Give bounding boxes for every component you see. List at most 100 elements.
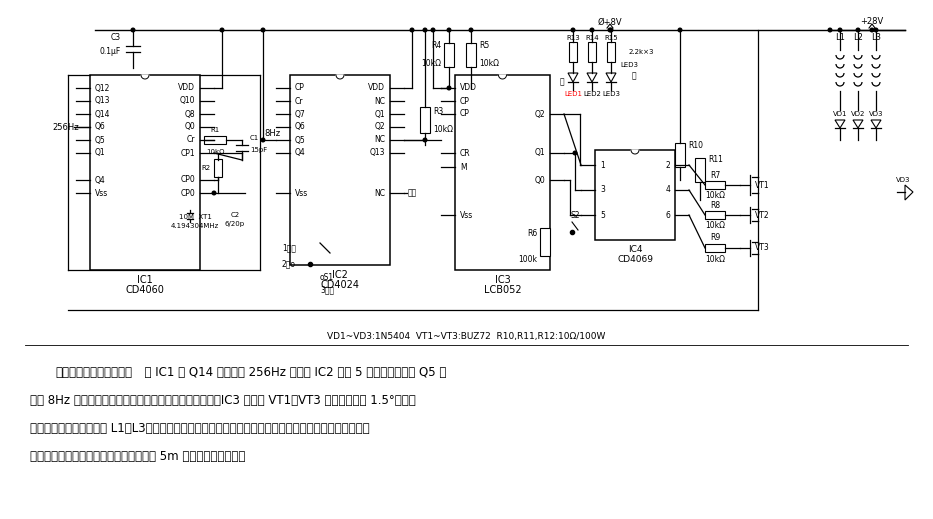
- Text: 4.194304MHz: 4.194304MHz: [171, 223, 219, 229]
- Text: L3: L3: [871, 34, 881, 43]
- Text: R10: R10: [688, 141, 703, 149]
- Text: Q6: Q6: [295, 122, 306, 131]
- Bar: [569, 42, 577, 62]
- Text: 4: 4: [665, 185, 670, 195]
- Bar: [588, 42, 596, 62]
- Circle shape: [571, 28, 575, 32]
- Polygon shape: [336, 75, 344, 79]
- Text: CP0: CP0: [180, 175, 195, 184]
- Text: 10kΩ: 10kΩ: [433, 126, 453, 134]
- Text: Q12: Q12: [95, 84, 110, 92]
- Text: LED1: LED1: [564, 91, 582, 97]
- Text: Q10: Q10: [179, 97, 195, 105]
- Text: 15pF: 15pF: [250, 147, 267, 153]
- Text: IC3: IC3: [494, 275, 510, 285]
- Text: R14: R14: [585, 35, 599, 41]
- Text: 3快速: 3快速: [320, 285, 334, 294]
- Text: R6: R6: [527, 228, 537, 238]
- Text: C2: C2: [230, 212, 240, 218]
- Text: S2: S2: [570, 211, 579, 220]
- Text: CP0: CP0: [180, 188, 195, 198]
- Text: NC: NC: [374, 188, 385, 198]
- Circle shape: [411, 28, 414, 32]
- Circle shape: [424, 138, 426, 142]
- Text: 2: 2: [665, 160, 670, 170]
- Text: 10M  XT1: 10M XT1: [178, 214, 212, 220]
- Text: R9: R9: [710, 234, 720, 242]
- Circle shape: [678, 28, 682, 32]
- Text: Q0: Q0: [184, 122, 195, 131]
- Text: CR: CR: [460, 148, 470, 157]
- Bar: [695, 158, 705, 182]
- Text: Q13: Q13: [369, 148, 385, 157]
- Text: Q8: Q8: [185, 110, 195, 118]
- Text: R5: R5: [479, 40, 489, 49]
- Polygon shape: [498, 75, 507, 79]
- Text: R1: R1: [210, 127, 219, 133]
- Text: C1: C1: [250, 135, 259, 141]
- Circle shape: [212, 191, 216, 195]
- Bar: [444, 43, 454, 67]
- Text: NC: NC: [374, 97, 385, 105]
- Text: Q14: Q14: [95, 110, 110, 118]
- Bar: [466, 43, 476, 67]
- Text: CP1: CP1: [180, 148, 195, 157]
- Text: oS1: oS1: [320, 274, 334, 282]
- Text: 反转: 反转: [408, 188, 417, 198]
- Circle shape: [261, 138, 265, 142]
- Text: VDD: VDD: [460, 84, 477, 92]
- Circle shape: [424, 28, 426, 32]
- Text: VD3: VD3: [896, 177, 910, 183]
- Text: 1正常: 1正常: [282, 243, 296, 253]
- Text: 六拍步进电机的三组线圈 L1～L3。步进电机以每分钟两周通过浡轮涡杆变速带动分针，再由齿轮组带动时: 六拍步进电机的三组线圈 L1～L3。步进电机以每分钟两周通过浡轮涡杆变速带动分针…: [30, 421, 369, 434]
- Text: R7: R7: [710, 171, 720, 180]
- Bar: [214, 159, 222, 177]
- Text: R8: R8: [710, 200, 720, 210]
- Text: 建筑钟步进电机驱动电路: 建筑钟步进电机驱动电路: [55, 365, 132, 378]
- Text: VDD: VDD: [178, 84, 195, 92]
- Text: L1: L1: [835, 34, 845, 43]
- Circle shape: [829, 28, 832, 32]
- Text: VT2: VT2: [755, 211, 770, 220]
- Text: +28V: +28V: [860, 18, 884, 26]
- Circle shape: [856, 28, 860, 32]
- Text: Q1: Q1: [95, 148, 105, 157]
- Polygon shape: [631, 150, 639, 154]
- Text: CP: CP: [460, 110, 470, 118]
- Text: Q5: Q5: [295, 135, 306, 144]
- Text: 10kΩ: 10kΩ: [705, 222, 725, 230]
- Text: 10kΩ: 10kΩ: [705, 254, 725, 264]
- Text: 8Hz: 8Hz: [264, 129, 280, 138]
- Text: VD1: VD1: [833, 111, 847, 117]
- Circle shape: [591, 28, 593, 32]
- Bar: [705, 181, 725, 189]
- Text: 输出 8Hz 方波信号，去推动三相六拍步进电机驱动电路。IC3 输出经 VT1－VT3 驱动步距角为 1.5°的三相: 输出 8Hz 方波信号，去推动三相六拍步进电机驱动电路。IC3 输出经 VT1－…: [30, 393, 416, 406]
- Text: LCB052: LCB052: [483, 285, 522, 295]
- Text: VD2: VD2: [851, 111, 865, 117]
- Circle shape: [838, 28, 842, 32]
- Text: Cr: Cr: [295, 97, 303, 105]
- Text: CP: CP: [460, 97, 470, 105]
- Text: 100k: 100k: [518, 255, 537, 265]
- Bar: [675, 143, 685, 167]
- Text: 0.1μF: 0.1μF: [100, 48, 121, 57]
- Text: Q1: Q1: [535, 148, 545, 157]
- Text: LED2: LED2: [583, 91, 601, 97]
- Text: R3: R3: [433, 107, 443, 116]
- Text: 2.2k×3: 2.2k×3: [629, 49, 655, 55]
- Text: R13: R13: [566, 35, 580, 41]
- Circle shape: [447, 28, 451, 32]
- Text: Vss: Vss: [95, 188, 108, 198]
- Text: 3: 3: [600, 185, 605, 195]
- Text: 10kΩ: 10kΩ: [421, 59, 441, 67]
- Text: Vss: Vss: [460, 211, 473, 220]
- Text: 6/20p: 6/20p: [225, 221, 245, 227]
- Text: VT3: VT3: [755, 243, 770, 253]
- Text: Cr: Cr: [187, 135, 195, 144]
- Text: R4: R4: [431, 40, 441, 49]
- Text: Q2: Q2: [374, 122, 385, 131]
- Text: R11: R11: [708, 156, 723, 165]
- Text: R15: R15: [605, 35, 618, 41]
- Circle shape: [608, 28, 612, 32]
- Text: Q6: Q6: [95, 122, 105, 131]
